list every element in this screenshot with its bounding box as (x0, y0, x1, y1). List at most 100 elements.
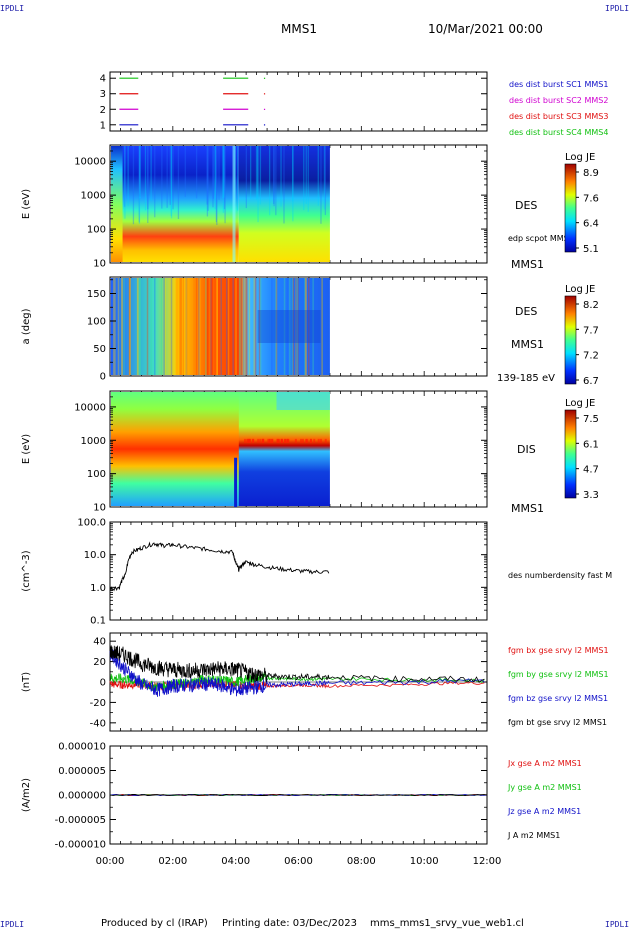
pitch-stripe (121, 278, 123, 375)
coverage-dot-sc4 (263, 77, 266, 79)
pitch-stripe (271, 278, 273, 375)
spectrogram-stripe (273, 146, 275, 207)
spectrogram-stripe (123, 146, 126, 207)
y-tick-label-current: -0.000005 (55, 815, 106, 826)
dis-red-fleck (317, 438, 320, 443)
colorbar-tick-label-des_energy: 7.6 (583, 193, 599, 204)
dis-red-fleck (305, 438, 308, 443)
pitch-stripe (304, 278, 306, 375)
y-tick-label-current: 0.000005 (58, 766, 106, 777)
y-tick-label-coverage: 4 (100, 74, 106, 85)
spectrogram-band-late (238, 146, 330, 262)
spacecraft-label-dis: MMS1 (511, 502, 544, 515)
pitch-stripe (306, 278, 309, 375)
coverage-dot-sc1 (263, 124, 266, 126)
pitch-stripe (146, 278, 149, 375)
pitch-stripe (218, 278, 220, 375)
overlay-label-scpot: edp scpot MMS1 (508, 234, 574, 243)
pitch-stripe (323, 278, 326, 375)
pitch-stripe (163, 278, 165, 375)
spectrogram-stripe (214, 146, 216, 210)
y-tick-label-density: 0.1 (90, 616, 106, 627)
colorbar-tick-label-dis_energy: 7.5 (583, 414, 599, 425)
spectrogram-stripe (195, 146, 198, 199)
spectrogram-stripe (206, 146, 209, 217)
spectrogram-stripe (212, 146, 214, 199)
legend-bfield-4: fgm bt gse srvy l2 MMS1 (508, 718, 607, 727)
instrument-label-des: DES (515, 199, 537, 212)
y-tick-label-density: 1.0 (90, 583, 106, 594)
y-tick-label-density: 10.0 (84, 550, 106, 561)
y-tick-label-bfield: 40 (93, 637, 106, 648)
pitch-stripe (128, 278, 131, 375)
spectrogram-stripe (280, 146, 282, 207)
spectrogram-stripe (139, 146, 141, 199)
pitch-stripe (225, 278, 228, 375)
pitch-stripe (253, 278, 255, 375)
colorbar-tick-label-des_energy: 8.9 (583, 168, 599, 179)
spectrogram-stripe (257, 146, 259, 223)
y-tick-label-coverage: 2 (100, 105, 106, 116)
pitch-stripe (258, 278, 261, 375)
colorbar-tick-label-dis_energy: 6.1 (583, 439, 599, 450)
spectrogram-stripe (305, 146, 307, 204)
spectrogram-stripe (215, 146, 218, 223)
footer-produced-by: Produced by cl (IRAP) (101, 918, 208, 929)
pitch-stripe (208, 278, 211, 375)
pitch-stripe (137, 278, 139, 375)
y-tick-label-bfield: 20 (93, 657, 106, 668)
dis-red-fleck (313, 438, 316, 443)
pitch-stripe (160, 278, 163, 375)
dis-red-fleck (257, 438, 260, 443)
dis-red-fleck (262, 438, 265, 443)
date-title: 10/Mar/2021 00:00 (428, 22, 543, 36)
pitch-stripe (275, 278, 278, 375)
y-tick-label-des_pitch: 100 (87, 317, 106, 328)
spectrogram-stripe (237, 146, 239, 211)
legend-coverage-4: des dist burst SC4 MMS4 (509, 128, 608, 137)
spectrogram-stripe (184, 146, 186, 197)
dis-red-fleck (278, 438, 281, 443)
y-tick-label-density: 100.0 (77, 518, 106, 529)
dis-gap-stripe (234, 457, 238, 507)
spectrogram-stripe (255, 146, 258, 201)
dis-red-fleck (309, 438, 312, 443)
pitch-stripe (185, 278, 188, 375)
pitch-stripe (177, 278, 179, 375)
corner-label-bottom-right: IPDLI (605, 920, 630, 929)
dis-red-fleck (294, 438, 297, 443)
colorbar-tick-label-des_pitch: 7.7 (583, 325, 599, 336)
footer-filename: mms_mms1_srvy_vue_web1.cl (370, 918, 524, 929)
pitch-stripe (183, 278, 185, 375)
y-tick-label-current: -0.000010 (55, 840, 106, 851)
pitch-stripe (210, 278, 213, 375)
spectrogram-stripe (154, 146, 156, 218)
pitch-stripe (241, 278, 244, 375)
y-axis-label-density: (cm^-3) (21, 550, 32, 591)
spacecraft-label-des-energy: MMS1 (511, 258, 544, 271)
pitch-stripe (170, 278, 173, 375)
pitch-stripe (275, 278, 277, 375)
pitch-stripe (289, 278, 291, 375)
legend-current-4: J A m2 MMS1 (507, 831, 560, 840)
pitch-stripe (295, 278, 297, 375)
pitch-stripe (228, 278, 231, 375)
spectrogram-stripe (150, 146, 152, 201)
spectrogram-stripe (273, 146, 275, 205)
spectrogram-stripe (223, 146, 226, 210)
spectrogram-stripe (283, 146, 285, 224)
spectrogram-stripe (138, 146, 141, 224)
spectrogram-stripe (292, 146, 294, 222)
pitch-stripe (211, 278, 214, 375)
pitch-stripe (235, 278, 237, 375)
footer-printing-date: Printing date: 03/Dec/2023 (222, 918, 358, 929)
colorbar-des_pitch (564, 295, 577, 385)
y-tick-label-des_pitch: 150 (87, 289, 106, 300)
pitch-stripe (199, 278, 201, 375)
spectrogram-stripe (323, 146, 326, 210)
legend-bfield-3: fgm bz gse srvy l2 MMS1 (508, 694, 608, 703)
spectrogram-stripe (307, 146, 309, 212)
pitch-stripe (307, 278, 310, 375)
pitch-stripe (175, 278, 178, 375)
dis-red-fleck (280, 438, 283, 443)
